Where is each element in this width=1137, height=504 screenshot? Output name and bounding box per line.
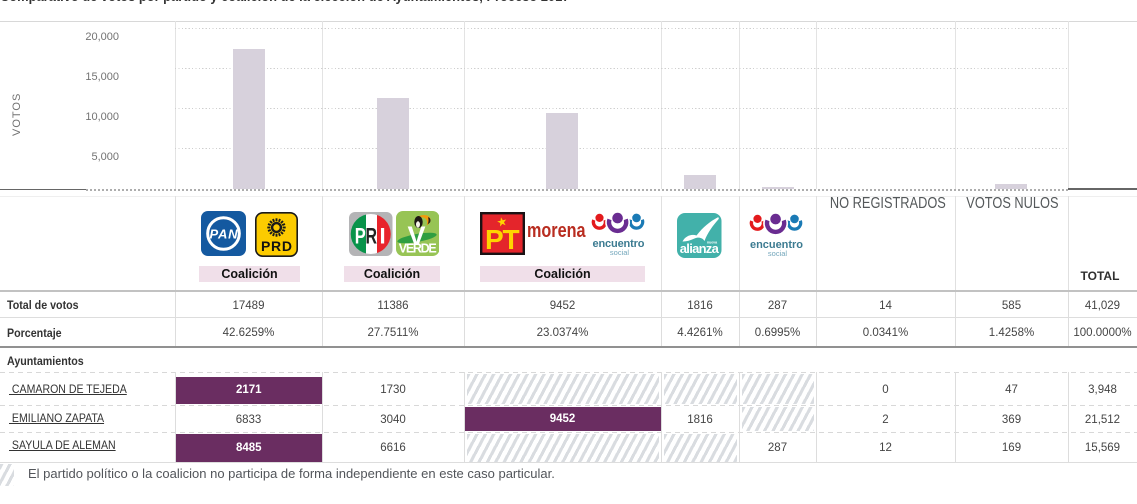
svg-text:social: social	[768, 249, 788, 258]
svg-text:VERDE: VERDE	[398, 242, 436, 256]
svg-text:social: social	[610, 248, 630, 257]
svg-text:I: I	[379, 223, 385, 248]
svg-text:P: P	[355, 223, 366, 248]
svg-text:PRD: PRD	[261, 237, 292, 253]
svg-text:V: V	[407, 221, 425, 251]
svg-text:encuentro: encuentro	[593, 238, 645, 250]
svg-text:alianza: alianza	[680, 241, 720, 256]
svg-text:R: R	[365, 223, 377, 248]
svg-text:nueva: nueva	[707, 240, 717, 244]
svg-text:encuentro: encuentro	[750, 239, 803, 251]
svg-text:PAN: PAN	[210, 227, 239, 242]
svg-text:PT: PT	[485, 224, 520, 255]
